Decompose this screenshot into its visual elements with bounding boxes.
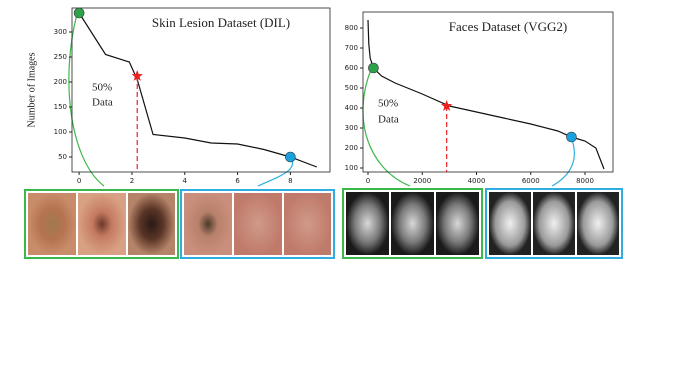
lesion-image (284, 193, 331, 255)
panel-frame (180, 189, 335, 259)
y-tick-label: 400 (345, 104, 358, 112)
chart: 0 2 4 6 8 50 100 150 200 250 300 Skin Lesion Datase… (26, 7, 331, 185)
y-tick-label: 100 (345, 164, 358, 172)
arrow (362, 66, 411, 187)
x-tick-label: 8000 (576, 177, 594, 185)
face-image (533, 192, 575, 255)
y-axis-label: Number of Images (26, 52, 37, 127)
x-tick-label: 2000 (413, 177, 431, 185)
y-tick-label: 600 (345, 64, 358, 72)
x-tick-label: 0 (366, 177, 370, 185)
marker-star (131, 70, 143, 81)
x-tick-label: 0 (77, 177, 81, 185)
marker-dot (368, 62, 379, 74)
x-tick-label: 2 (130, 177, 134, 185)
x-tick-label: 6 (235, 177, 240, 185)
arrows (68, 13, 575, 187)
chart-title: Faces Dataset (VGG2) (449, 19, 567, 34)
image-panels (24, 188, 623, 259)
annotation: Data (92, 97, 113, 109)
chart-title: Skin Lesion Dataset (DIL) (152, 15, 290, 30)
y-tick-label: 300 (54, 28, 67, 36)
annotation: 50% (92, 82, 112, 94)
y-tick-label: 150 (54, 103, 67, 111)
face-image (577, 192, 619, 255)
y-tick-label: 200 (345, 144, 358, 152)
x-tick-label: 8 (288, 177, 292, 185)
face-image (391, 192, 434, 255)
y-tick-label: 250 (54, 53, 67, 61)
y-tick-label: 200 (54, 78, 67, 86)
chart: 0 2000 4000 6000 8000 100 200 300 400 500 600 700 80… (345, 11, 614, 185)
annotation: 50% (378, 98, 398, 110)
marker-dot (566, 131, 577, 143)
annotation: Data (378, 114, 399, 126)
lesion-image (184, 193, 232, 255)
lesion-image (28, 193, 76, 255)
y-tick-label: 500 (345, 84, 358, 92)
x-tick-label: 4 (183, 177, 188, 185)
data-line (367, 19, 605, 170)
y-tick-label: 50 (58, 153, 67, 161)
lesion-image (234, 193, 282, 255)
marker-dot (285, 151, 296, 163)
face-image (436, 192, 479, 255)
x-tick-label: 4000 (468, 177, 486, 185)
arrow (551, 136, 575, 187)
face-image (346, 192, 389, 255)
y-tick-label: 700 (345, 44, 358, 52)
data-line (78, 12, 318, 168)
marker-star (441, 100, 453, 111)
panel-frame (485, 188, 623, 259)
panel-frame (342, 188, 483, 259)
y-tick-label: 100 (54, 128, 67, 136)
lesion-image (128, 193, 175, 255)
panel-frame (24, 189, 179, 259)
y-tick-label: 300 (345, 124, 358, 132)
y-tick-label: 800 (345, 24, 358, 32)
marker-dot (73, 7, 85, 19)
lesion-image (78, 193, 126, 255)
x-tick-label: 6000 (522, 177, 540, 185)
plot-frame (71, 7, 331, 173)
plot-frame (362, 11, 614, 173)
face-image (489, 192, 531, 255)
